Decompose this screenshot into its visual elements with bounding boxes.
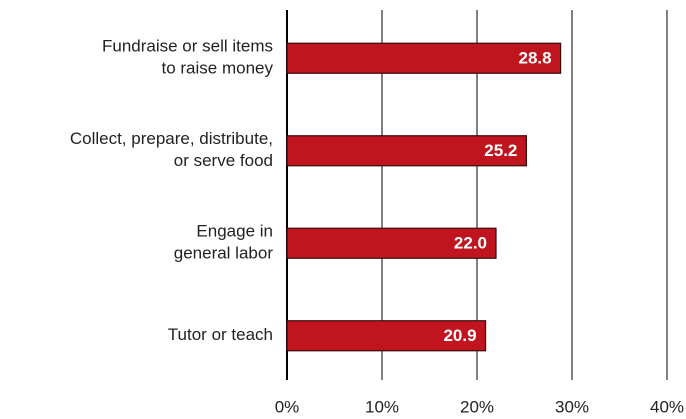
- bar: [286, 320, 487, 352]
- x-tick-label: 30%: [555, 397, 589, 416]
- y-tick-label: Engage in: [196, 222, 273, 241]
- value-label: 22.0: [454, 234, 487, 253]
- y-tick-label: Fundraise or sell items: [102, 37, 273, 56]
- x-tick-label: 40%: [650, 397, 684, 416]
- value-label: 20.9: [443, 326, 476, 345]
- x-tick-label: 20%: [460, 397, 494, 416]
- value-label: 25.2: [484, 141, 517, 160]
- y-tick-label: Collect, prepare, distribute,: [70, 129, 273, 148]
- bar: [286, 227, 497, 259]
- x-tick-label: 0%: [275, 397, 300, 416]
- y-tick-label: or serve food: [174, 151, 273, 170]
- x-tick-label: 10%: [365, 397, 399, 416]
- value-label: 28.8: [519, 49, 552, 68]
- bar: [286, 42, 562, 74]
- y-tick-label: Tutor or teach: [168, 325, 273, 344]
- y-tick-label: general labor: [174, 244, 274, 263]
- y-tick-label: to raise money: [162, 59, 274, 78]
- bar: [286, 135, 527, 167]
